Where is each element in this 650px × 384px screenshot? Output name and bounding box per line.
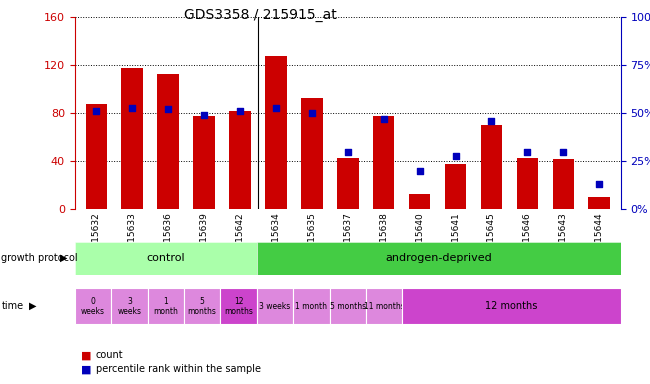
Text: 3
weeks: 3 weeks — [118, 297, 141, 316]
Text: ■: ■ — [81, 364, 92, 374]
Bar — [588, 197, 610, 209]
Text: control: control — [146, 253, 185, 263]
Point — [378, 116, 389, 122]
Text: ▶: ▶ — [29, 301, 37, 311]
Point — [343, 149, 353, 155]
Text: 12 months: 12 months — [486, 301, 538, 311]
Text: 11 months: 11 months — [364, 302, 404, 311]
Bar — [373, 116, 395, 209]
Text: growth protocol: growth protocol — [1, 253, 78, 263]
Bar — [552, 159, 574, 209]
Point — [522, 149, 532, 155]
Point — [450, 152, 461, 159]
Bar — [122, 68, 143, 209]
Point — [415, 168, 425, 174]
Text: 1 month: 1 month — [295, 302, 328, 311]
Point — [91, 108, 101, 114]
Bar — [265, 56, 287, 209]
Text: 5 months: 5 months — [330, 302, 366, 311]
Text: ■: ■ — [81, 350, 92, 360]
Text: 0
weeks: 0 weeks — [81, 297, 105, 316]
Bar — [193, 116, 215, 209]
Bar — [409, 194, 430, 209]
Text: 12
months: 12 months — [224, 297, 253, 316]
Text: 5
months: 5 months — [188, 297, 216, 316]
Text: androgen-deprived: androgen-deprived — [385, 253, 492, 263]
Point — [558, 149, 569, 155]
Text: ▶: ▶ — [60, 253, 68, 263]
Point — [235, 108, 245, 114]
Point — [594, 181, 604, 187]
Text: 3 weeks: 3 weeks — [259, 302, 291, 311]
Bar — [445, 164, 466, 209]
Point — [199, 112, 209, 118]
Bar — [337, 158, 359, 209]
Point — [486, 118, 497, 124]
Text: count: count — [96, 350, 124, 360]
Bar — [86, 104, 107, 209]
Point — [270, 104, 281, 111]
Point — [307, 110, 317, 116]
Bar — [301, 98, 322, 209]
Text: time: time — [1, 301, 23, 311]
Bar — [517, 158, 538, 209]
Text: 1
month: 1 month — [153, 297, 178, 316]
Bar — [229, 111, 251, 209]
Bar — [157, 74, 179, 209]
Point — [163, 106, 174, 113]
Text: percentile rank within the sample: percentile rank within the sample — [96, 364, 261, 374]
Point — [127, 104, 137, 111]
Bar — [480, 125, 502, 209]
Text: GDS3358 / 215915_at: GDS3358 / 215915_at — [183, 8, 337, 22]
